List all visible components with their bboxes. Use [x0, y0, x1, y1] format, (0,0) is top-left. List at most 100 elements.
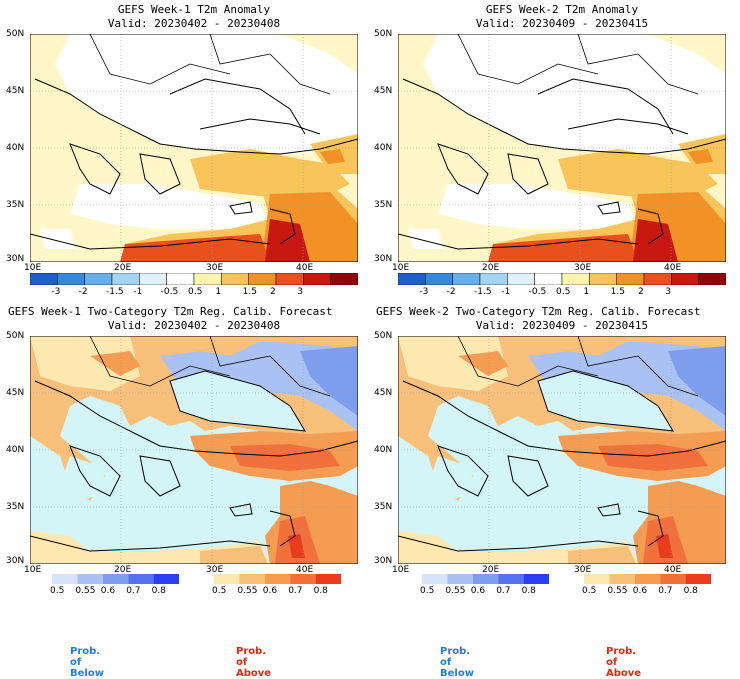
below-legend-tick-label: 0.55: [445, 586, 466, 596]
legend-tick-label: 0.5: [188, 287, 203, 297]
lat-label-35n: 35N: [6, 502, 25, 512]
legend-tick-label: 1: [215, 287, 222, 297]
lon-label-40e: 40E: [664, 263, 682, 273]
legend-swatch: [84, 273, 113, 285]
lon-label-10e: 10E: [24, 565, 42, 575]
above-legend-bar: [214, 574, 341, 584]
legend-swatch: [221, 273, 249, 285]
legend-tick-label: -3: [419, 287, 429, 297]
lon-label-40e: 40E: [296, 263, 314, 273]
legend-tick-label: 1.5: [610, 287, 625, 297]
lat-label-40n: 40N: [374, 143, 393, 153]
lat-label-35n: 35N: [6, 200, 25, 210]
above-legend-tick-label: 0.5: [582, 586, 597, 596]
legend-swatch: [698, 273, 726, 285]
above-legend-swatch: [609, 574, 635, 584]
legend-tick-label: 1: [583, 287, 590, 297]
above-legend-swatch: [634, 574, 661, 584]
lon-label-20e: 20E: [114, 565, 132, 575]
legend-tick-label: -1: [501, 287, 511, 297]
below-legend-swatch: [153, 574, 179, 584]
lat-label-50n: 50N: [6, 29, 25, 39]
anomaly-legend-bar: [398, 273, 726, 285]
legend-swatch: [193, 273, 222, 285]
anomaly-map: [398, 34, 726, 262]
below-legend-tick-label: 0.5: [50, 586, 65, 596]
below-legend-bar: [52, 574, 179, 584]
panel-valid-date: Valid: 20230402 - 20230408: [107, 17, 281, 30]
above-legend-swatch: [685, 574, 711, 584]
anomaly-legend-bar: [30, 273, 358, 285]
below-legend-tick-label: 0.5: [420, 586, 435, 596]
legend-tick-label: -1.5: [474, 287, 492, 297]
lat-label-50n: 50N: [6, 331, 25, 341]
probability-map: [30, 336, 358, 564]
legend-swatch: [57, 273, 85, 285]
below-legend-tick-label: 0.55: [75, 586, 96, 596]
legend-tick-label: 3: [297, 287, 304, 297]
legend-swatch: [303, 273, 331, 285]
lon-label-40e: 40E: [296, 565, 314, 575]
below-legend-swatch: [52, 574, 78, 584]
legend-swatch: [275, 273, 304, 285]
lon-label-30e: 30E: [206, 565, 224, 575]
below-legend-swatch: [77, 574, 103, 584]
legend-swatch: [643, 273, 672, 285]
prob-below-label: Prob. of Below: [440, 646, 474, 679]
above-legend-tick-label: 0.8: [313, 586, 328, 596]
above-legend-tick-label: 0.55: [607, 586, 628, 596]
lat-label-40n: 40N: [6, 445, 25, 455]
lat-label-45n: 45N: [6, 86, 25, 96]
above-legend-swatch: [584, 574, 610, 584]
lat-label-45n: 45N: [374, 388, 393, 398]
legend-tick-label: -2: [78, 287, 88, 297]
below-legend-tick-label: 0.7: [496, 586, 511, 596]
legend-swatch: [479, 273, 508, 285]
lon-label-40e: 40E: [664, 565, 682, 575]
lon-label-10e: 10E: [392, 565, 410, 575]
probability-map: [398, 336, 726, 564]
legend-swatch: [671, 273, 699, 285]
lat-label-30n: 30N: [6, 254, 25, 264]
legend-swatch: [139, 273, 167, 285]
legend-swatch: [248, 273, 277, 285]
above-legend-tick-label: 0.7: [658, 586, 673, 596]
lon-label-10e: 10E: [24, 263, 42, 273]
legend-swatch: [561, 273, 590, 285]
above-legend-swatch: [315, 574, 341, 584]
legend-tick-label: -0.5: [160, 287, 179, 297]
legend-swatch: [330, 273, 358, 285]
below-legend-tick-label: 0.8: [521, 586, 536, 596]
lat-label-50n: 50N: [374, 29, 393, 39]
lat-label-45n: 45N: [6, 388, 25, 398]
legend-tick-label: 0.5: [556, 287, 571, 297]
below-legend-swatch: [498, 574, 524, 584]
panel-valid-date: Valid: 20230409 - 20230415: [475, 17, 649, 30]
lat-label-45n: 45N: [374, 86, 393, 96]
panel-title: GEFS Week-1 T2m Anomaly: [117, 3, 271, 16]
above-legend-swatch: [239, 574, 265, 584]
legend-tick-label: 2: [270, 287, 276, 297]
legend-swatch: [398, 273, 426, 285]
lat-label-30n: 30N: [6, 556, 25, 566]
legend-swatch: [452, 273, 481, 285]
legend-swatch: [616, 273, 645, 285]
legend-tick-label: 3: [665, 287, 672, 297]
lat-label-35n: 35N: [374, 502, 393, 512]
below-legend-swatch: [447, 574, 473, 584]
legend-swatch: [534, 273, 563, 285]
lat-label-35n: 35N: [374, 200, 393, 210]
lat-label-30n: 30N: [374, 556, 393, 566]
below-legend-swatch: [128, 574, 154, 584]
legend-tick-label: -1.5: [106, 287, 124, 297]
panel-title: GEFS Week-2 T2m Anomaly: [485, 3, 639, 16]
above-legend-tick-label: 0.55: [237, 586, 258, 596]
legend-tick-label: 1.5: [242, 287, 257, 297]
lat-label-30n: 30N: [374, 254, 393, 264]
above-legend-bar: [584, 574, 711, 584]
legend-swatch: [111, 273, 140, 285]
panel-valid-date: Valid: 20230402 - 20230408: [107, 319, 281, 332]
below-legend-tick-label: 0.6: [470, 586, 486, 596]
lon-label-30e: 30E: [206, 263, 224, 273]
legend-tick-label: -3: [51, 287, 61, 297]
